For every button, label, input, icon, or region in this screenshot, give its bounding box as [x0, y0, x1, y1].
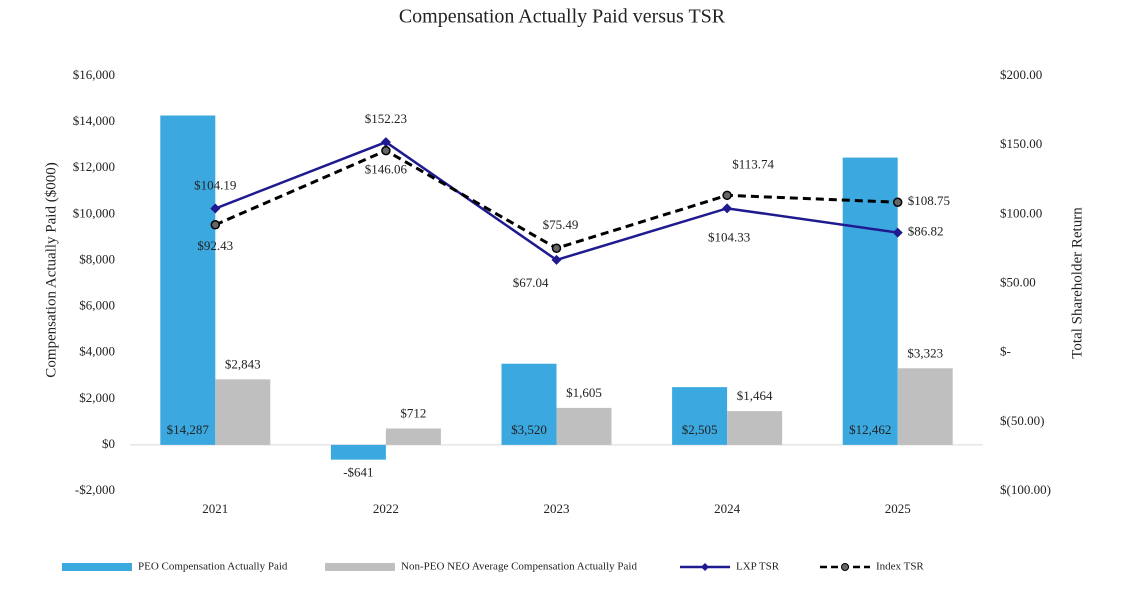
data-label: $104.19 — [194, 178, 236, 193]
bar — [160, 115, 216, 445]
data-label: $108.75 — [908, 193, 950, 208]
marker — [892, 227, 903, 238]
data-label: $67.04 — [513, 275, 549, 290]
y2-tick-label: $50.00 — [1000, 274, 1036, 289]
marker — [722, 203, 733, 214]
marker — [380, 137, 391, 148]
y-tick-label: $16,000 — [73, 67, 115, 82]
x-tick-label: 2022 — [373, 501, 399, 516]
y-axis-title: Compensation Actually Paid ($000) — [43, 162, 59, 377]
y2-tick-label: $(50.00) — [1000, 413, 1044, 428]
data-label: $712 — [400, 405, 426, 420]
y-tick-label: -$2,000 — [75, 482, 115, 497]
bar — [897, 368, 953, 445]
legend-label: PEO Compensation Actually Paid — [138, 561, 288, 573]
data-label: $1,605 — [566, 385, 602, 400]
legend-label: Non-PEO NEO Average Compensation Actuall… — [401, 561, 637, 573]
y2-tick-label: $(100.00) — [1000, 482, 1051, 497]
data-label: $113.74 — [732, 156, 774, 171]
y-tick-label: $14,000 — [73, 113, 115, 128]
y2-tick-label: $200.00 — [1000, 67, 1042, 82]
data-label: -$641 — [343, 465, 373, 480]
marker — [381, 145, 391, 156]
y-tick-label: $8,000 — [79, 251, 115, 266]
marker — [722, 190, 732, 201]
y2-tick-label: $- — [1000, 344, 1011, 359]
legend-swatch — [62, 563, 132, 571]
data-label: $104.33 — [708, 229, 750, 244]
x-tick-label: 2024 — [714, 501, 741, 516]
bar — [385, 428, 441, 445]
data-label: $2,843 — [225, 356, 261, 371]
x-tick-label: 2021 — [202, 501, 228, 516]
line — [214, 140, 898, 262]
legend-label: Index TSR — [876, 561, 924, 573]
marker — [210, 220, 221, 230]
y-tick-label: $4,000 — [79, 344, 115, 359]
chart-title: Compensation Actually Paid versus TSR — [399, 6, 726, 28]
y-tick-label: $0 — [102, 436, 115, 451]
bar — [215, 379, 271, 445]
line — [214, 148, 898, 250]
data-label: $75.49 — [543, 217, 579, 232]
legend-label: LXP TSR — [736, 561, 780, 573]
bar — [672, 387, 728, 445]
marker — [551, 243, 562, 253]
marker — [892, 197, 903, 207]
bar — [330, 444, 386, 460]
y2-tick-label: $100.00 — [1000, 205, 1042, 220]
data-label: $12,462 — [849, 422, 891, 437]
y-tick-label: $10,000 — [73, 205, 115, 220]
legend-marker — [841, 563, 849, 571]
x-tick-label: 2025 — [885, 501, 911, 516]
marker — [551, 254, 562, 265]
bar — [556, 407, 612, 445]
marker — [210, 203, 221, 214]
bar — [842, 157, 898, 445]
data-label: $146.06 — [365, 162, 408, 177]
data-label: $2,505 — [682, 422, 718, 437]
data-label: $152.23 — [365, 111, 407, 126]
x-tick-label: 2023 — [544, 501, 570, 516]
legend-swatch — [325, 563, 395, 571]
y2-axis-title: Total Shareholder Return — [1069, 207, 1085, 359]
data-label: $3,520 — [511, 422, 547, 437]
data-label: $92.43 — [197, 238, 233, 253]
y-tick-label: $12,000 — [73, 159, 115, 174]
data-label: $86.82 — [908, 224, 944, 239]
data-label: $3,323 — [907, 345, 943, 360]
y-tick-label: $2,000 — [79, 390, 115, 405]
y2-tick-label: $150.00 — [1000, 136, 1042, 151]
data-label: $1,464 — [737, 388, 773, 403]
bar — [501, 363, 557, 445]
y-tick-label: $6,000 — [79, 298, 115, 313]
data-label: $14,287 — [167, 422, 210, 437]
legend-marker — [701, 563, 709, 571]
bar — [727, 411, 783, 445]
